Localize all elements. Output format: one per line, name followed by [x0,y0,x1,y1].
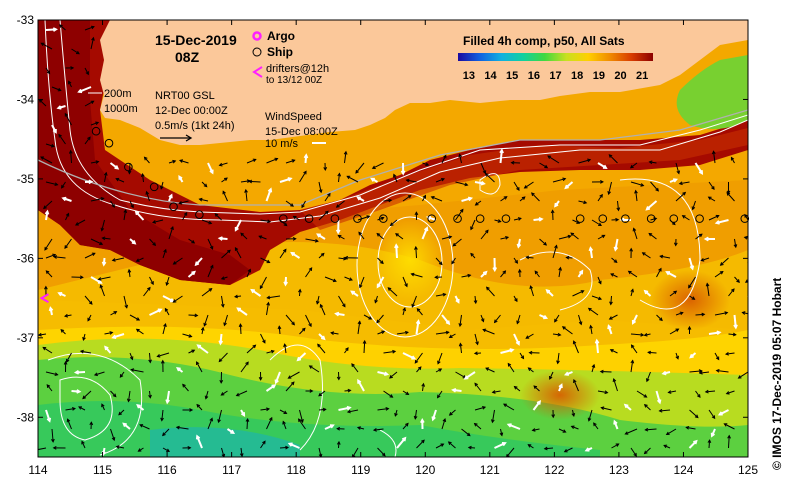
product-title: Filled 4h comp, p50, All Sats [463,34,625,48]
y-tick-label: -38 [17,410,35,424]
x-tick-label: 124 [673,463,693,477]
sst-eddy-center [375,220,445,300]
wind-vector [754,201,765,208]
colorbar-tick-label: 20 [614,70,626,82]
x-tick-label: 116 [158,463,177,477]
x-tick-label: 115 [93,463,112,477]
current-vector [748,442,758,448]
colorbar [458,53,653,61]
isobath-200-label: 200m [104,88,132,100]
colorbar-ticks: 13 14 15 16 17 18 19 20 21 [463,70,649,82]
wind-title: WindSpeed [265,111,322,123]
x-tick-label: 119 [351,463,370,477]
map-date: 15-Dec-2019 [155,32,237,48]
colorbar-tick-label: 13 [463,70,475,82]
current-vector [748,334,756,344]
colorbar-tick-label: 21 [636,70,648,82]
gsl-label-line2: 12-Dec 00:00Z [155,105,228,117]
current-vector [754,429,757,435]
current-scale-label: 0.5m/s (1kt 24h) [155,120,234,132]
sst-warm-eddy-east [650,270,730,330]
y-tick-label: -33 [17,13,35,27]
x-tick-label: 122 [544,463,564,477]
x-tick-label: 121 [480,463,500,477]
wind-vector [748,296,755,306]
colorbar-tick-label: 17 [549,70,561,82]
gsl-label-line1: NRT00 GSL [155,90,215,102]
y-tick-label: -36 [17,251,35,265]
y-tick-label: -34 [17,92,35,106]
drifter-legend-line1: drifters@12h [266,63,329,75]
colorbar-tick-label: 16 [528,70,540,82]
sst-warm-eddy [520,370,600,420]
current-vector [748,410,760,415]
colorbar-tick-label: 15 [506,70,518,82]
colorbar-tick-label: 18 [571,70,583,82]
x-tick-label: 123 [609,463,629,477]
x-tick-label: 120 [415,463,435,477]
ship-legend-label: Ship [267,45,293,59]
wind-time: 15-Dec 08:00Z [265,126,338,138]
y-tick-label: -35 [17,172,35,186]
map-time: 08Z [175,49,200,65]
current-vector [748,181,757,184]
argo-legend-label: Argo [267,29,295,43]
x-tick-label: 117 [222,463,241,477]
current-vector [745,236,754,239]
isobath-1000-label: 1000m [104,103,138,115]
x-tick-label: 125 [738,463,758,477]
wind-vector [754,391,758,400]
current-vector [749,160,754,163]
drifter-legend-line2: to 13/12 00Z [266,75,322,86]
wind-scale-label: 10 m/s [265,138,299,150]
credit-text: © IMOS 17-Dec-2019 05:07 Hobart [770,278,784,470]
current-vector [754,353,757,365]
colorbar-tick-label: 14 [484,70,497,82]
x-tick-label: 114 [28,463,47,477]
x-tick-label: 118 [287,463,306,477]
colorbar-tick-label: 19 [593,70,605,82]
y-tick-label: -37 [17,331,35,345]
